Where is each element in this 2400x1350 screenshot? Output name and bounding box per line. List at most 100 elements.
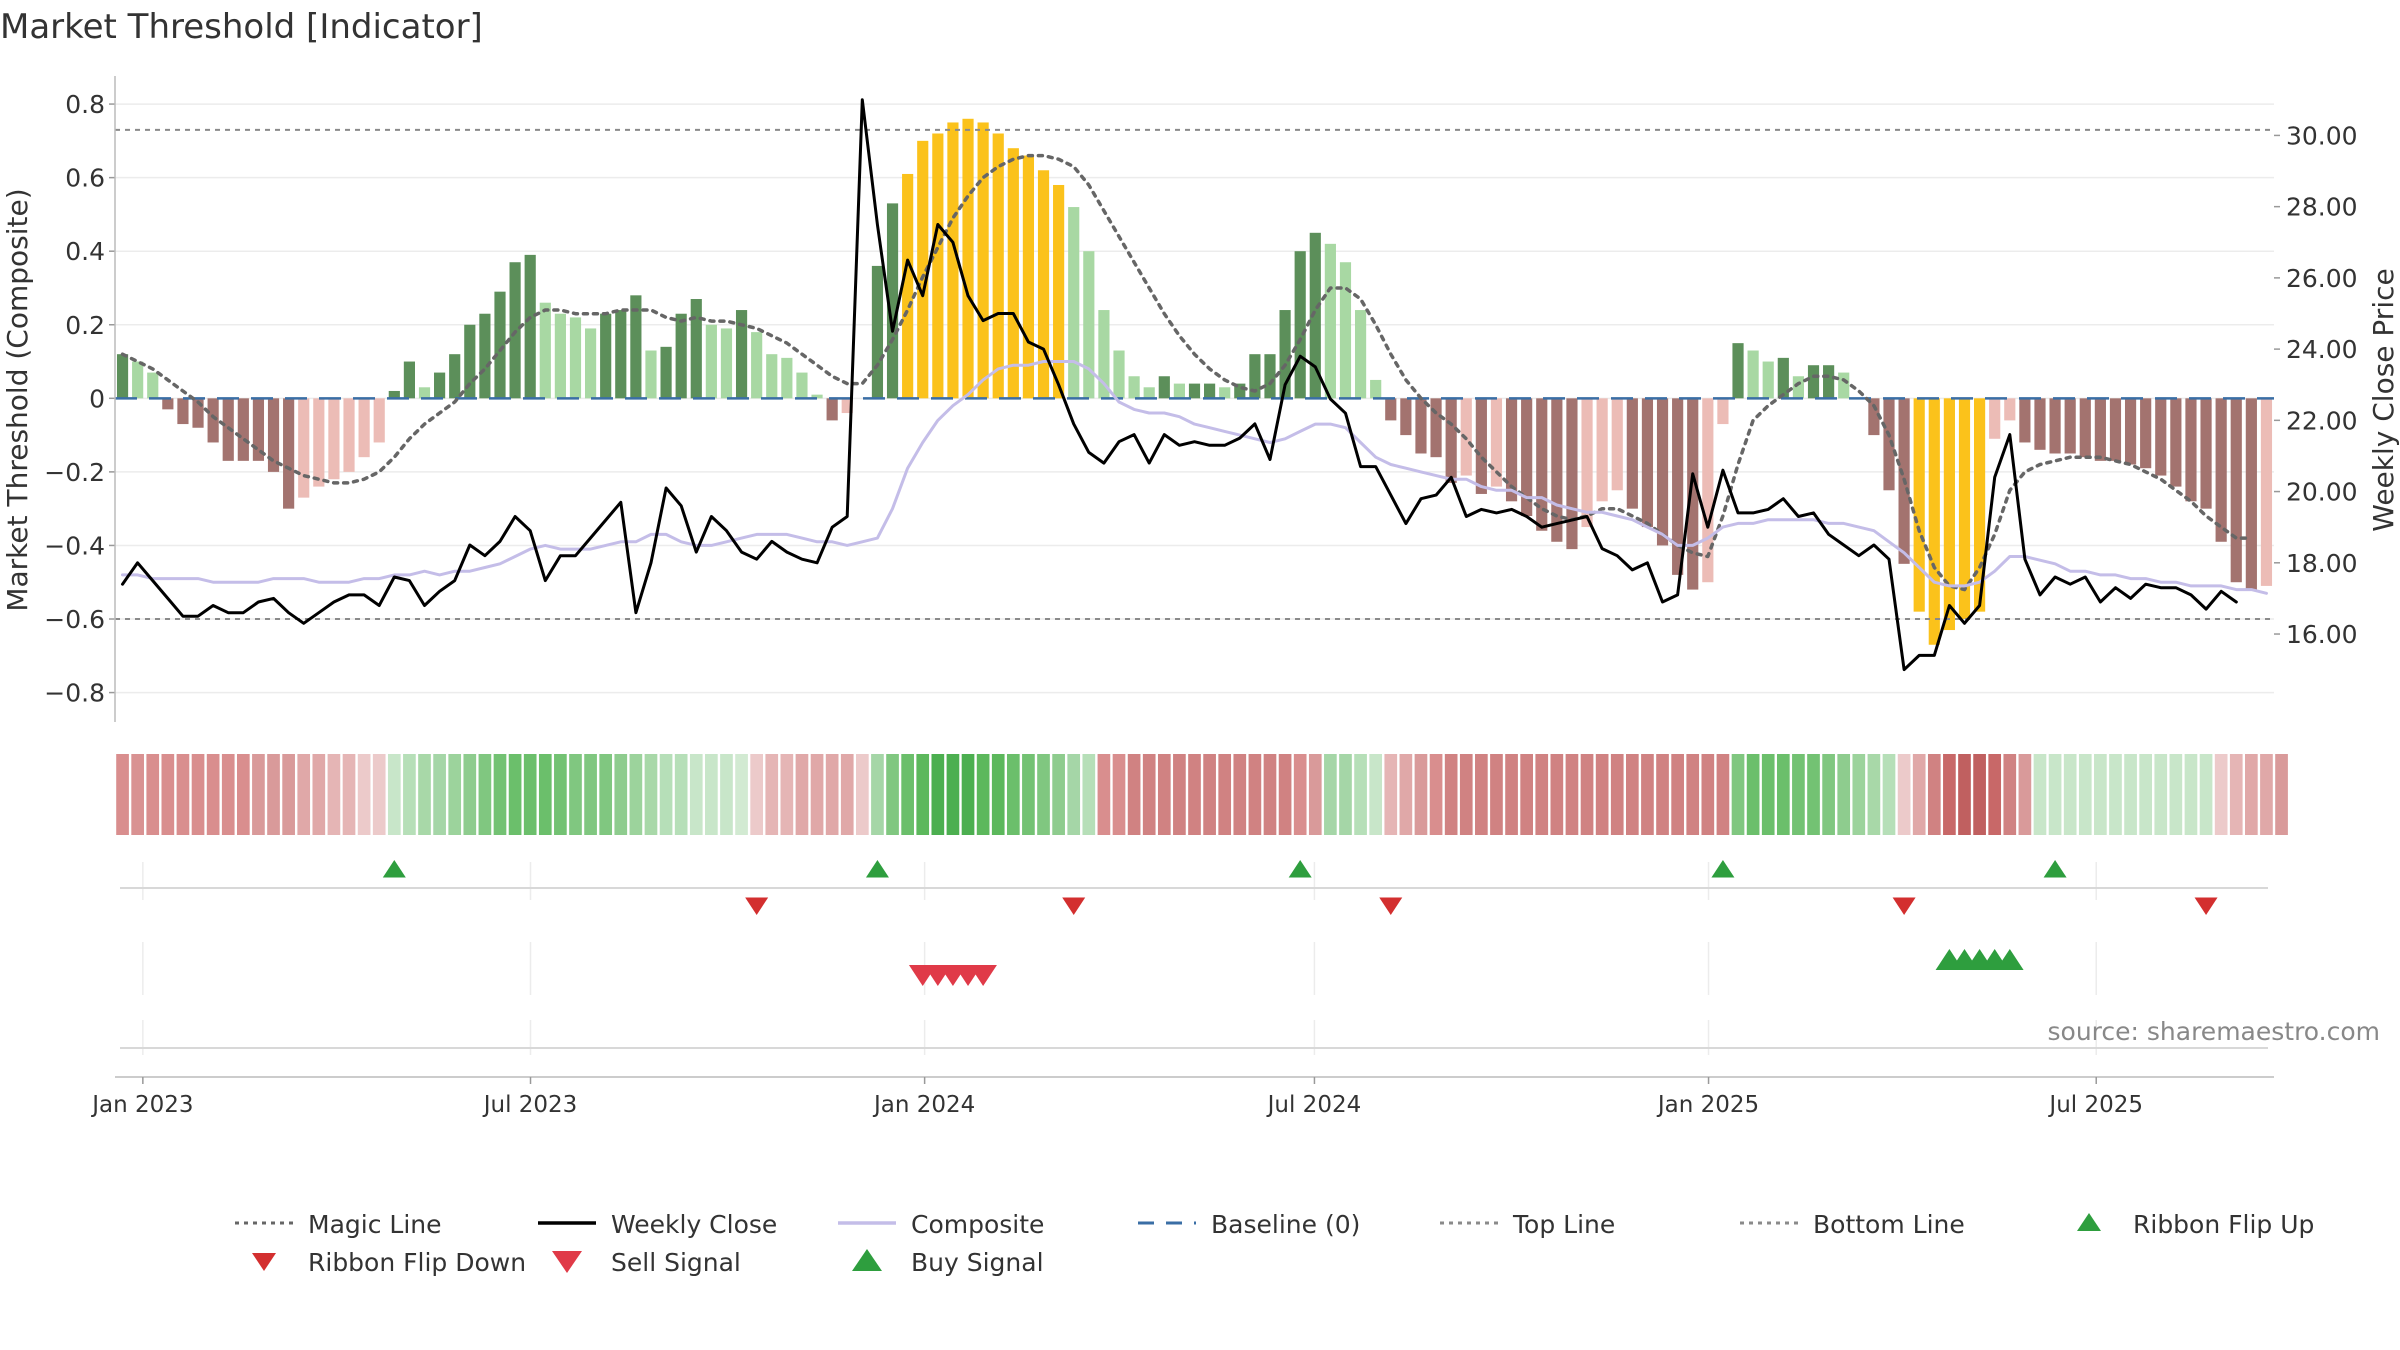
histogram-bar: [2185, 398, 2197, 502]
histogram-bar: [2079, 398, 2091, 458]
ribbon-cell: [403, 754, 416, 835]
histogram-bar: [1204, 383, 1216, 399]
ribbon-cell: [236, 754, 250, 835]
ribbon-cell: [1354, 754, 1367, 835]
legend-label: Ribbon Flip Up: [2133, 1210, 2314, 1239]
histogram-bar: [524, 254, 536, 399]
histogram-bar: [1068, 207, 1080, 399]
legend-label: Weekly Close: [611, 1210, 777, 1239]
histogram-bar: [1188, 383, 1201, 399]
ribbon-cell: [342, 754, 356, 835]
ribbon-cell: [1625, 754, 1639, 835]
ribbon-cell: [2245, 754, 2258, 835]
ribbon-cell: [1792, 754, 1805, 835]
ribbon-cell: [810, 754, 824, 835]
histogram-bar: [2245, 398, 2257, 590]
ribbon-flip-up-marker: [1288, 860, 1312, 878]
ribbon-cell: [387, 754, 401, 835]
histogram-bar: [1943, 398, 1955, 631]
y-axis-left: 0.8 0.6 0.4 0.2 0 −0.2 −0.4 −0.6 −0.8: [44, 76, 116, 722]
histogram-bar: [434, 372, 446, 399]
histogram-bar: [1037, 170, 1050, 399]
histogram-bar: [2049, 398, 2061, 454]
x-tick-label: Jul 2023: [482, 1092, 578, 1118]
ribbon-cell: [1097, 754, 1111, 835]
legend-label: Bottom Line: [1813, 1210, 1965, 1239]
histogram-bar: [388, 390, 400, 399]
histogram-bar: [162, 398, 174, 410]
histogram-bar: [403, 361, 415, 399]
ribbon-flip-down-marker: [1892, 897, 1916, 915]
ribbon-cell: [1475, 754, 1488, 835]
histogram-bar: [1989, 398, 2001, 439]
histogram-bar: [358, 398, 370, 458]
ribbon-cell: [1761, 754, 1775, 835]
ribbon-cell: [554, 754, 567, 835]
histogram-bar: [1521, 398, 1533, 517]
ribbon-cell: [901, 754, 914, 835]
ribbon-flip-down-marker: [1379, 897, 1403, 915]
ribbon-cell: [1671, 754, 1684, 835]
histogram-bar: [207, 398, 219, 443]
ribbon-cell: [1535, 754, 1549, 835]
sell-signal-marker: [969, 965, 997, 986]
histogram-bar: [1838, 372, 1850, 399]
histogram-bar: [1611, 398, 1623, 491]
ribbon-cell: [191, 754, 205, 835]
histogram-bar: [1566, 398, 1578, 550]
ribbon-cell: [493, 754, 507, 835]
ribbon-cell: [659, 754, 673, 835]
histogram-bar: [1249, 354, 1261, 399]
histogram-bar: [1687, 398, 1699, 590]
ribbon-cell: [795, 754, 809, 835]
x-tick-label: Jul 2025: [2047, 1092, 2143, 1118]
histogram-bar: [418, 387, 431, 399]
histogram-bar: [1415, 398, 1427, 454]
ribbon-cell: [508, 754, 522, 835]
y-axis-left-label: Market Threshold (Composite): [1, 188, 34, 611]
ribbon-cell: [1218, 754, 1232, 835]
ribbon-cell: [2169, 754, 2183, 835]
ribbon-cell: [372, 754, 386, 835]
histogram-bar: [1083, 251, 1095, 399]
histogram-bar: [283, 398, 295, 509]
ribbon-cell: [705, 754, 718, 835]
histogram-bar: [675, 313, 687, 399]
ribbon-cell: [584, 754, 597, 835]
histogram-bar: [720, 328, 733, 399]
histogram-bar: [147, 372, 159, 399]
y-tick-label-right: 18.00: [2286, 549, 2358, 578]
ribbon-cell: [976, 754, 990, 835]
legend: Magic Line Weekly Close Composite Baseline …: [235, 1210, 2314, 1277]
histogram-bar: [1505, 398, 1518, 502]
histogram-bar: [1053, 184, 1065, 399]
histogram-bar: [2170, 398, 2182, 487]
ribbon-cell: [2275, 754, 2288, 835]
y-axis-right-label: Weekly Close Price: [2367, 268, 2400, 531]
ribbon-cell: [312, 754, 326, 835]
ribbon-cell: [1988, 754, 2002, 835]
series-lines: [115, 98, 2274, 672]
histogram-bar: [1324, 243, 1336, 399]
histogram-bar: [449, 354, 461, 399]
histogram-bar: [1702, 398, 1714, 583]
ribbon-cell: [221, 754, 235, 835]
histogram-bar: [1581, 398, 1593, 528]
histogram-bar: [2230, 398, 2242, 583]
legend-symbol: [2077, 1213, 2101, 1231]
histogram-bar: [1173, 383, 1185, 399]
ribbon-cell: [1188, 754, 1201, 835]
histogram-bar: [1823, 365, 1835, 399]
histogram-bar: [1762, 361, 1774, 399]
histogram-bar: [1113, 350, 1125, 399]
ribbon-flip-up-marker: [1711, 860, 1735, 878]
y-tick-label-left: −0.2: [44, 458, 105, 487]
histogram-bar: [328, 398, 340, 480]
histogram-bar: [1400, 398, 1412, 436]
legend-label: Top Line: [1512, 1210, 1615, 1239]
ribbon-cell: [448, 754, 462, 835]
ribbon-cell: [840, 754, 854, 835]
ribbon-flip-down-marker: [2194, 897, 2218, 915]
histogram-bar: [373, 398, 385, 443]
histogram-bar: [766, 354, 778, 399]
